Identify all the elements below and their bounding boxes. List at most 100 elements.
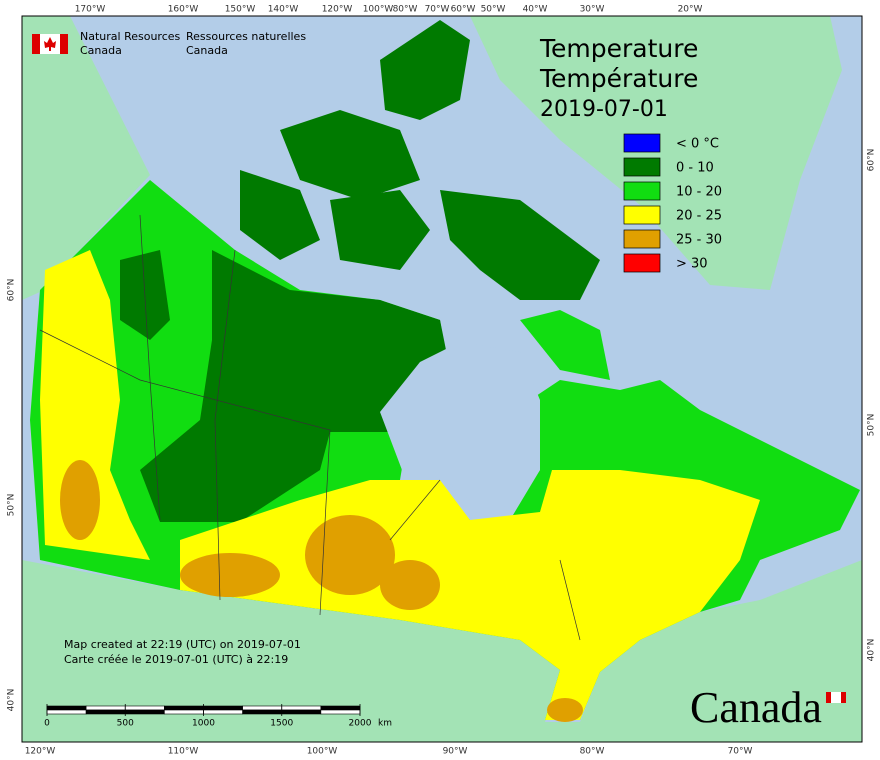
graticule-label: 50°N [7,494,17,517]
foreign-land [22,16,862,742]
island [520,310,610,380]
legend-swatch [623,181,661,201]
wordmark-flag [826,692,846,703]
graticule-label: 80°W [580,747,605,757]
border [39,329,331,616]
flag-band [60,34,68,54]
wordmark-flag-band [826,692,831,703]
legend-label: < 0 °C [676,137,719,152]
legend-label: 0 - 10 [676,161,714,176]
legend-label: 10 - 20 [676,185,722,200]
graticule-label: 100°W [363,5,394,15]
graticule-label: 60°N [7,279,17,302]
agency: Natural Resources Canada Ressources natu… [32,30,306,57]
scale-unit: km [378,719,392,729]
usa [22,560,862,742]
graticule-label: 160°W [168,5,199,15]
scale-label: 500 [117,719,134,729]
legend-swatch [623,157,661,177]
hot-patches [60,460,583,722]
scale-segment [46,705,87,711]
cool-region [140,250,450,522]
island [330,190,430,270]
scale-segment [124,709,165,715]
scale-segment [281,705,322,711]
footnote: Carte créée le 2019-07-01 (UTC) à 22:19 [64,653,288,666]
flag-band [32,34,40,54]
graticule-label: 60°N [867,149,877,172]
graticule-label: 20°W [678,5,703,15]
scale-segment [242,705,283,711]
date: 2019-07-01 [540,97,668,122]
legend-label: > 30 [676,257,708,272]
hot-patch [547,698,583,722]
island [380,20,470,120]
scale-label: 1500 [270,719,293,729]
wordmark-flag-band [841,692,846,703]
border [139,214,161,521]
graticule-label: 120°W [25,747,56,757]
legend-swatch [623,205,661,225]
graticule-label: 40°N [867,639,877,662]
graticule-label: 170°W [75,5,106,15]
island [280,110,420,200]
scale-segment [203,705,243,711]
hot-patch [305,515,395,595]
frame [21,15,863,743]
graticule-label: 70°W [728,747,753,757]
graticule-label: 60°W [451,5,476,15]
hot-patch [180,553,280,597]
scale-segment [320,709,361,715]
scale-segment [281,709,322,715]
scale-segment [85,705,126,711]
scale-segment [46,709,87,715]
island [240,170,320,260]
graticule-label: 40°W [523,5,548,15]
graticule-label: 50°N [867,414,877,437]
border [559,559,581,641]
greenland [470,16,842,290]
border [214,249,236,601]
baffin-island [440,190,600,300]
hot-patch [60,460,100,540]
scale-segment [203,709,243,715]
legend-swatch [623,133,661,153]
wordmark: Canada [690,683,822,732]
graticule-label: 50°W [481,5,506,15]
maple-leaf [44,37,56,51]
scale-label: 1000 [192,719,215,729]
hudson-bay [380,342,540,508]
agency-en: Canada [80,44,122,57]
scale-segment [242,709,283,715]
graticule-label: 70°W [425,5,450,15]
agency-fr: Canada [186,44,228,57]
graticule-label: 150°W [225,5,256,15]
scale-segment [124,705,165,711]
canada [30,20,860,722]
hot-patch [380,560,440,610]
graticule-label: 120°W [322,5,353,15]
scale-label: 0 [44,719,50,729]
scale-segment [164,705,204,711]
legend-label: 20 - 25 [676,209,722,224]
graticule-label: 110°W [168,747,199,757]
graticule-label: 140°W [268,5,299,15]
graticule-label: 100°W [307,747,338,757]
scale-segment [164,709,204,715]
legend-label: 25 - 30 [676,233,722,248]
graticule-label: 40°N [7,689,17,712]
scale-segment [85,709,126,715]
arctic-islands [240,20,600,300]
title: Température [539,64,698,93]
graticule-label: 90°W [443,747,468,757]
graticule-label: 30°W [580,5,605,15]
footnote: Map created at 22:19 (UTC) on 2019-07-01 [64,638,301,651]
borders [39,214,581,641]
scale-segment [320,705,361,711]
agency-en: Natural Resources [80,30,181,43]
legend-swatch [623,253,661,273]
agency-fr: Ressources naturelles [186,30,306,43]
scale-label: 2000 [349,719,372,729]
legend-swatch [623,229,661,249]
